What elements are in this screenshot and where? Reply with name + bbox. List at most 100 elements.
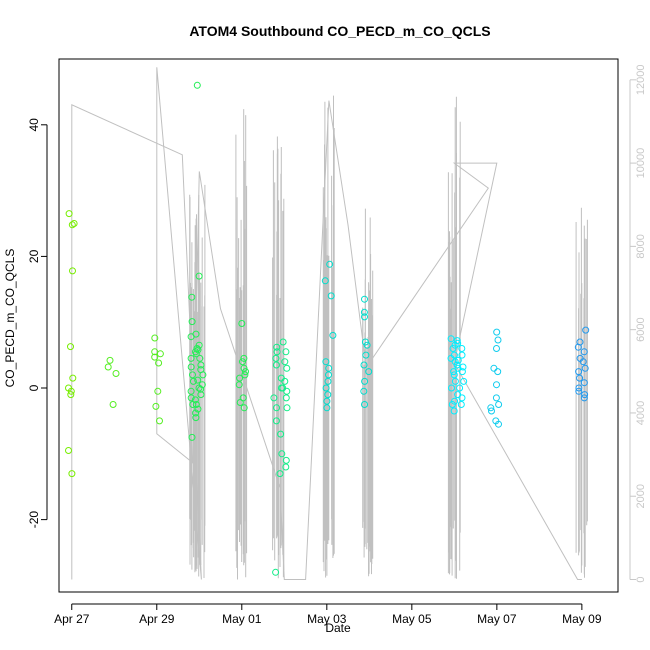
- data-point: [361, 377, 369, 385]
- data-point: [448, 384, 455, 392]
- data-point: [458, 368, 466, 376]
- data-point: [67, 391, 75, 399]
- data-point: [449, 345, 457, 352]
- data-point: [458, 345, 466, 352]
- data-point: [323, 397, 331, 405]
- data-point: [453, 337, 461, 345]
- data-point: [192, 330, 200, 338]
- data-point: [457, 401, 465, 408]
- data-point: [199, 371, 207, 379]
- data-point: [272, 417, 280, 425]
- data-point: [188, 318, 196, 326]
- data-point: [487, 404, 495, 412]
- y2-tick-label: 6000: [635, 317, 647, 341]
- data-point: [576, 374, 584, 382]
- data-point: [189, 377, 197, 385]
- data-point: [360, 308, 368, 316]
- data-point: [488, 407, 495, 415]
- data-point: [188, 293, 196, 301]
- y2-tick-label: 0: [635, 576, 647, 582]
- y2-tick-label: 10000: [635, 148, 647, 179]
- data-point: [575, 387, 583, 395]
- data-point: [447, 354, 455, 362]
- data-point: [187, 354, 195, 362]
- data-point: [365, 368, 373, 376]
- data-point: [495, 420, 502, 428]
- x-tick-label: Apr 27: [54, 612, 90, 626]
- chart-title: ATOM4 Southbound CO_PECD_m_CO_QCLS: [189, 23, 490, 39]
- data-point: [453, 361, 461, 369]
- data-point: [67, 387, 75, 395]
- data-point: [324, 377, 332, 385]
- data-point: [363, 341, 371, 349]
- data-point: [495, 401, 503, 408]
- data-point: [451, 377, 459, 385]
- data-point: [582, 326, 590, 334]
- data-point: [282, 348, 290, 356]
- data-point: [156, 417, 163, 425]
- altitude-series: [71, 67, 588, 580]
- data-point: [192, 348, 199, 356]
- data-point: [278, 450, 286, 458]
- x-tick-label: May 01: [222, 612, 262, 626]
- x-axis-label: Date: [325, 621, 351, 635]
- data-point: [450, 368, 458, 376]
- data-point: [493, 328, 501, 336]
- data-point: [277, 430, 285, 438]
- data-point: [236, 374, 244, 382]
- data-point: [494, 336, 502, 344]
- data-point: [322, 358, 330, 366]
- data-point: [242, 368, 249, 376]
- data-point: [188, 433, 196, 441]
- data-point: [327, 292, 335, 300]
- data-point: [323, 404, 331, 412]
- data-point: [70, 220, 78, 227]
- data-point: [155, 359, 163, 367]
- data-point: [580, 394, 588, 402]
- altitude-profile: [235, 109, 248, 580]
- x-tick-label: Apr 29: [139, 612, 175, 626]
- data-point: [450, 407, 458, 415]
- data-point: [283, 364, 291, 372]
- data-point: [273, 404, 280, 412]
- altitude-profile: [362, 208, 374, 577]
- data-point: [197, 361, 205, 369]
- data-point: [360, 361, 368, 369]
- data-point: [276, 470, 284, 478]
- data-point: [281, 377, 289, 385]
- data-point: [67, 343, 74, 351]
- data-point: [329, 331, 337, 339]
- data-point: [283, 387, 291, 395]
- data-point: [154, 387, 162, 395]
- data-point: [156, 350, 164, 358]
- data-point: [321, 277, 329, 285]
- data-point: [460, 377, 468, 385]
- data-point: [191, 396, 199, 404]
- data-point: [448, 401, 456, 408]
- data-point: [187, 394, 195, 402]
- data-point: [65, 447, 72, 454]
- data-point: [272, 354, 280, 362]
- data-point: [575, 384, 583, 392]
- data-point: [458, 351, 466, 359]
- data-point: [580, 379, 588, 387]
- data-point: [238, 320, 246, 327]
- y2-tick-label: 2000: [635, 484, 647, 508]
- data-point: [581, 364, 589, 372]
- data-point: [273, 343, 281, 351]
- data-point: [281, 358, 289, 366]
- data-point: [272, 361, 280, 369]
- data-point: [151, 334, 159, 342]
- y-axis-label: CO_PECD_m_CO_QCLS: [3, 249, 17, 388]
- data-point: [69, 374, 77, 382]
- data-point: [189, 371, 196, 379]
- data-point: [454, 391, 462, 399]
- data-point: [494, 368, 502, 376]
- data-point: [68, 221, 76, 229]
- data-points: [65, 81, 590, 576]
- data-point: [325, 364, 333, 372]
- data-point: [109, 401, 117, 408]
- data-point: [361, 295, 368, 303]
- data-point: [196, 354, 204, 362]
